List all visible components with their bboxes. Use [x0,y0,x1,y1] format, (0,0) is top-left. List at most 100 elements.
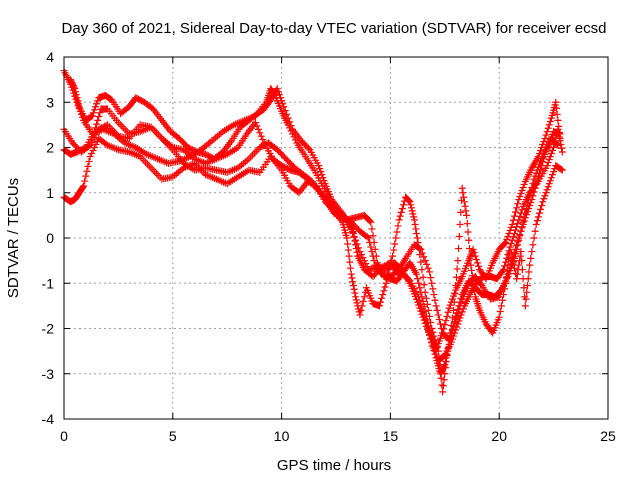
data-point [439,329,447,337]
data-point [359,254,367,262]
data-point [517,190,525,198]
data-point [406,198,414,206]
data-point [455,232,463,240]
data-point [446,336,454,344]
data-point [427,330,435,338]
data-point [531,227,539,235]
data-point [415,243,423,251]
data-point [320,177,328,185]
data-point [447,298,455,306]
data-point [318,171,326,179]
data-point [553,110,561,118]
data-point [527,254,535,262]
data-point [419,313,427,321]
data-point [500,291,508,299]
data-point [508,220,516,228]
data-point [274,88,282,96]
data-point [503,267,511,275]
data-point [416,284,424,292]
grid-lines [64,57,608,419]
data-point [513,270,521,278]
data-point [344,240,352,248]
data-point [507,223,515,231]
data-point [558,144,566,152]
x-tick-label: 15 [383,428,399,444]
data-point [455,245,463,253]
data-point [452,273,460,281]
data-point [535,150,543,158]
data-point [505,255,513,263]
data-point [553,140,561,148]
data-point [367,243,375,251]
data-point [414,275,422,283]
data-point [520,180,528,188]
data-point [522,205,530,213]
data-point [396,212,404,220]
data-point [443,312,451,320]
data-point [552,98,560,106]
data-point [431,350,439,358]
data-point [347,264,355,272]
data-point [510,264,518,272]
data-point [421,307,429,315]
data-point [349,229,357,237]
data-point [413,270,421,278]
data-point [520,284,528,292]
data-point [469,245,477,253]
data-point [541,192,549,200]
data-point [395,216,403,224]
data-point [447,321,455,329]
data-point [372,252,380,260]
data-point [515,196,523,204]
data-point [348,274,356,282]
x-tick-label: 10 [274,428,290,444]
data-point [356,248,364,256]
data-point [424,322,432,330]
data-point [411,220,419,228]
data-point [523,282,531,290]
data-point [414,239,422,247]
data-point [405,197,413,205]
data-point [410,213,418,221]
data-point [531,184,539,192]
data-point [317,168,325,176]
data-point [365,234,373,242]
data-point [531,172,539,180]
data-point [418,310,426,318]
data-point [67,76,75,84]
data-point [88,150,96,158]
data-point [458,184,466,192]
data-point [92,140,100,148]
data-point [257,132,265,140]
data-point [399,201,407,209]
data-point [554,116,562,124]
data-point [444,308,452,316]
data-point [453,309,461,317]
data-point [418,266,426,274]
data-point [497,302,505,310]
data-point [81,177,89,185]
data-point [420,281,428,289]
data-point [287,122,295,130]
data-point [73,94,81,102]
data-point [370,239,378,247]
data-point [539,198,547,206]
data-point [530,175,538,183]
y-tick-labels: -4 -3 -2 -1 0 1 2 3 4 [42,49,55,427]
data-point [514,241,522,249]
data-point [422,294,430,302]
data-point [353,299,361,307]
data-point [344,246,352,254]
data-point [94,116,102,124]
data-point [358,302,366,310]
data-point [419,273,427,281]
data-point [450,292,458,300]
data-point [520,214,528,222]
data-point [469,277,477,285]
data-point [405,196,413,204]
y-tick-label: -2 [42,321,55,337]
data-point [475,262,483,270]
data-point [503,236,511,244]
data-point [69,82,77,90]
